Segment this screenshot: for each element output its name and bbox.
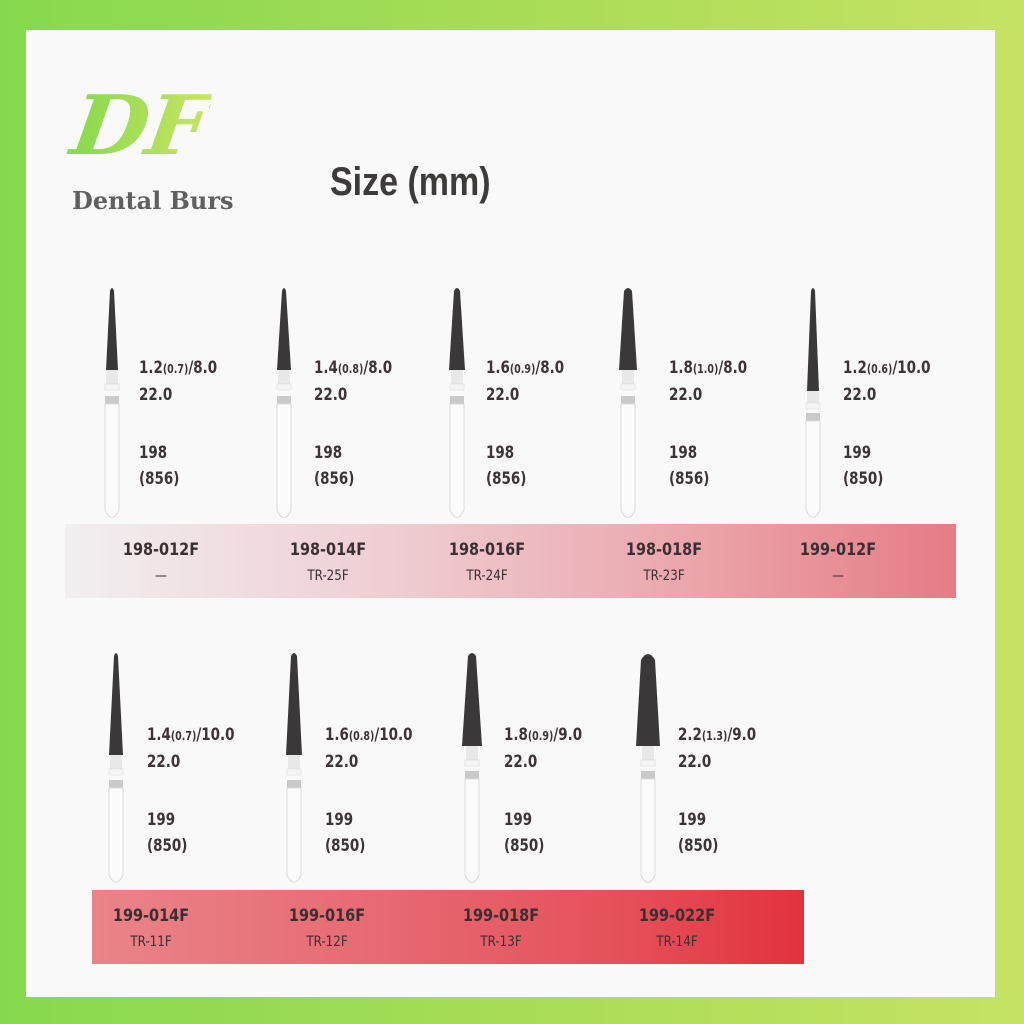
logo-letters: DF <box>60 78 215 174</box>
logo-subtitle: Dental Burs <box>72 186 234 215</box>
bur-spec: 2.2(1.3)/9.0 22.0 199 (850) <box>678 725 757 856</box>
page-title: Size (mm) <box>330 160 491 204</box>
bur-image <box>278 650 318 890</box>
bur-image <box>632 650 672 890</box>
bur-code: 198-016F TR-24F <box>448 540 526 584</box>
bur-image <box>100 650 140 890</box>
bur-code: 199-012F — <box>799 540 877 584</box>
bur-image <box>441 285 481 525</box>
bur-image <box>612 285 652 525</box>
brand-logo: DF Dental Burs <box>66 78 266 215</box>
bur-code: 199-018F TR-13F <box>462 906 540 950</box>
bur-spec: 1.6(0.9)/8.0 22.0 198 (856) <box>486 358 565 489</box>
content-panel <box>26 30 995 997</box>
bur-spec: 1.4(0.7)/10.0 22.0 199 (850) <box>147 725 235 856</box>
bur-code: 199-014F TR-11F <box>112 906 190 950</box>
bur-code: 198-014F TR-25F <box>289 540 367 584</box>
bur-code: 199-022F TR-14F <box>638 906 716 950</box>
bur-spec: 1.2(0.7)/8.0 22.0 198 (856) <box>139 358 218 489</box>
bur-spec: 1.4(0.8)/8.0 22.0 198 (856) <box>314 358 393 489</box>
bur-image <box>797 285 837 525</box>
code-band-row2 <box>92 890 804 964</box>
bur-code: 198-018F TR-23F <box>625 540 703 584</box>
code-band-row1 <box>65 524 956 598</box>
bur-spec: 1.2(0.6)/10.0 22.0 199 (850) <box>843 358 931 489</box>
bur-image <box>456 650 496 890</box>
bur-spec: 1.8(0.9)/9.0 22.0 199 (850) <box>504 725 583 856</box>
bur-code: 199-016F TR-12F <box>288 906 366 950</box>
bur-image <box>268 285 308 525</box>
bur-spec: 1.6(0.8)/10.0 22.0 199 (850) <box>325 725 413 856</box>
bur-code: 198-012F — <box>122 540 200 584</box>
bur-spec: 1.8(1.0)/8.0 22.0 198 (856) <box>669 358 748 489</box>
bur-image <box>96 285 136 525</box>
